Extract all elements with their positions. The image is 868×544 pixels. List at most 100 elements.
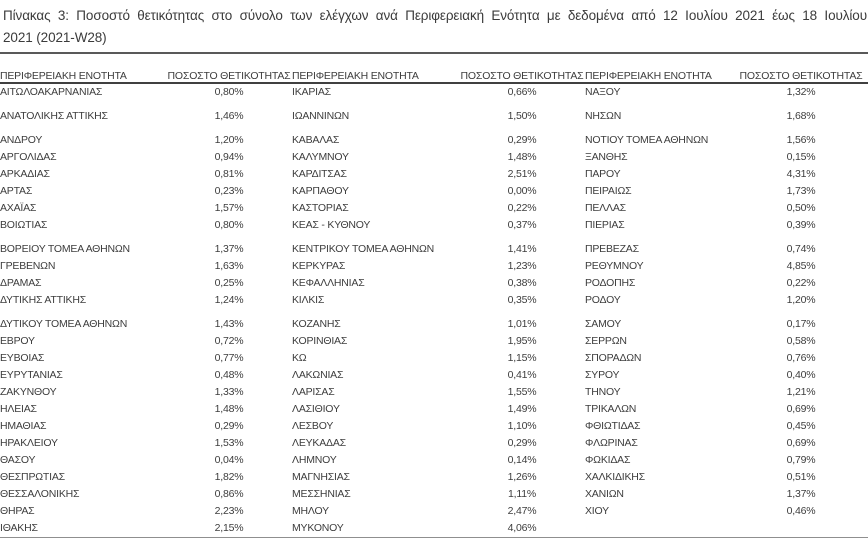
regional-unit-cell: ΛΕΥΚΑΔΑΣ bbox=[292, 437, 346, 449]
positivity-rate-cell: 0,77% bbox=[214, 352, 244, 364]
regional-unit-cell: ΔΥΤΙΚΗΣ ΑΤΤΙΚΗΣ bbox=[0, 294, 87, 306]
regional-unit-cell: ΛΗΜΝΟΥ bbox=[292, 454, 337, 466]
table-row: ΕΥΒΟΙΑΣ 0,77% ΚΩ 1,15% ΣΠΟΡΑΔΩΝ 0,76% bbox=[0, 350, 868, 367]
regional-unit-cell: ΤΡΙΚΑΛΩΝ bbox=[585, 403, 637, 415]
header-positivity-rate-1: ΠΟΣΟΣΤΟ ΘΕΤΙΚΟΤΗΤΑΣ bbox=[166, 53, 292, 84]
regional-unit-cell: ΠΙΕΡΙΑΣ bbox=[585, 219, 625, 231]
regional-unit-cell bbox=[585, 520, 734, 538]
table-row: ΗΡΑΚΛΕΙΟΥ 1,53% ΛΕΥΚΑΔΑΣ 0,29% ΦΛΩΡΙΝΑΣ … bbox=[0, 435, 868, 452]
positivity-rate-cell: 1,57% bbox=[214, 202, 244, 214]
positivity-rate-cell: 0,81% bbox=[214, 168, 244, 180]
regional-unit-cell: ΑΝΔΡΟΥ bbox=[0, 134, 43, 146]
regional-unit-cell: ΣΥΡΟΥ bbox=[585, 369, 620, 381]
positivity-rate-cell: 1,55% bbox=[507, 386, 537, 398]
regional-unit-cell: ΣΠΟΡΑΔΩΝ bbox=[585, 352, 642, 364]
positivity-rate-cell: 1,48% bbox=[507, 151, 537, 163]
positivity-rate-cell: 1,32% bbox=[786, 86, 816, 98]
table-row: ΓΡΕΒΕΝΩΝ 1,63% ΚΕΡΚΥΡΑΣ 1,23% ΡΕΘΥΜΝΟΥ 4… bbox=[0, 258, 868, 275]
positivity-rate-cell: 0,17% bbox=[786, 318, 816, 330]
positivity-rate-cell: 0,15% bbox=[786, 151, 816, 163]
table-row: ΗΜΑΘΙΑΣ 0,29% ΛΕΣΒΟΥ 1,10% ΦΘΙΩΤΙΔΑΣ 0,4… bbox=[0, 418, 868, 435]
regional-unit-cell: ΕΒΡΟΥ bbox=[0, 335, 35, 347]
regional-unit-cell: ΑΙΤΩΛΟΑΚΑΡΝΑΝΙΑΣ bbox=[0, 86, 103, 98]
positivity-rate-cell: 0,48% bbox=[214, 369, 244, 381]
regional-unit-cell: ΜΑΓΝΗΣΙΑΣ bbox=[292, 471, 350, 483]
positivity-rate-cell: 1,24% bbox=[214, 294, 244, 306]
regional-unit-cell: ΘΑΣΟΥ bbox=[0, 454, 36, 466]
regional-unit-cell: ΞΑΝΘΗΣ bbox=[585, 151, 628, 163]
positivity-rate-cell: 1,48% bbox=[214, 403, 244, 415]
positivity-rate-cell: 0,79% bbox=[786, 454, 816, 466]
table-row: ΑΡΚΑΔΙΑΣ 0,81% ΚΑΡΔΙΤΣΑΣ 2,51% ΠΑΡΟΥ 4,3… bbox=[0, 166, 868, 183]
table-caption: Πίνακας 3: Ποσοστό θετικότητας στο σύνολ… bbox=[0, 0, 868, 49]
positivity-rate-cell: 1,37% bbox=[214, 243, 244, 255]
regional-unit-cell: ΗΛΕΙΑΣ bbox=[0, 403, 37, 415]
positivity-rate-cell: 0,69% bbox=[786, 403, 816, 415]
regional-unit-cell: ΚΕΡΚΥΡΑΣ bbox=[292, 260, 346, 272]
table-row: ΗΛΕΙΑΣ 1,48% ΛΑΣΙΘΙΟΥ 1,49% ΤΡΙΚΑΛΩΝ 0,6… bbox=[0, 401, 868, 418]
regional-unit-cell: ΦΘΙΩΤΙΔΑΣ bbox=[585, 420, 641, 432]
table-row: ΔΡΑΜΑΣ 0,25% ΚΕΦΑΛΛΗΝΙΑΣ 0,38% ΡΟΔΟΠΗΣ 0… bbox=[0, 275, 868, 292]
regional-unit-cell: ΣΕΡΡΩΝ bbox=[585, 335, 627, 347]
regional-unit-cell: ΡΕΘΥΜΝΟΥ bbox=[585, 260, 644, 272]
positivity-rate-cell: 4,85% bbox=[786, 260, 816, 272]
regional-unit-cell: ΘΕΣΠΡΩΤΙΑΣ bbox=[0, 471, 65, 483]
regional-unit-cell: ΧΑΛΚΙΔΙΚΗΣ bbox=[585, 471, 645, 483]
regional-unit-cell: ΚΕΦΑΛΛΗΝΙΑΣ bbox=[292, 277, 365, 289]
regional-unit-cell: ΚΑΡΠΑΘΟΥ bbox=[292, 185, 349, 197]
regional-unit-cell: ΤΗΝΟΥ bbox=[585, 386, 621, 398]
positivity-rate-cell: 0,94% bbox=[214, 151, 244, 163]
table-row: ΕΒΡΟΥ 0,72% ΚΟΡΙΝΘΙΑΣ 1,95% ΣΕΡΡΩΝ 0,58% bbox=[0, 333, 868, 350]
regional-unit-cell: ΡΟΔΟΠΗΣ bbox=[585, 277, 636, 289]
positivity-rate-cell: 0,29% bbox=[507, 437, 537, 449]
regional-unit-cell: ΙΚΑΡΙΑΣ bbox=[292, 86, 331, 98]
positivity-rate-cell: 0,46% bbox=[786, 505, 816, 517]
table-header-row: ΠΕΡΙΦΕΡΕΙΑΚΗ ΕΝΟΤΗΤΑ ΠΟΣΟΣΤΟ ΘΕΤΙΚΟΤΗΤΑΣ… bbox=[0, 53, 868, 84]
positivity-rate-cell: 1,10% bbox=[507, 420, 537, 432]
positivity-rate-cell: 1,53% bbox=[214, 437, 244, 449]
regional-unit-cell: ΠΑΡΟΥ bbox=[585, 168, 621, 180]
regional-unit-cell: ΡΟΔΟΥ bbox=[585, 294, 621, 306]
regional-unit-cell: ΙΩΑΝΝΙΝΩΝ bbox=[292, 110, 350, 122]
regional-unit-cell: ΠΕΙΡΑΙΩΣ bbox=[585, 185, 632, 197]
positivity-table: ΠΕΡΙΦΕΡΕΙΑΚΗ ΕΝΟΤΗΤΑ ΠΟΣΟΣΤΟ ΘΕΤΙΚΟΤΗΤΑΣ… bbox=[0, 52, 868, 538]
regional-unit-cell: ΚΑΒΑΛΑΣ bbox=[292, 134, 340, 146]
table-row: ΔΥΤΙΚΗΣ ΑΤΤΙΚΗΣ 1,24% ΚΙΛΚΙΣ 0,35% ΡΟΔΟΥ… bbox=[0, 292, 868, 316]
regional-unit-cell: ΠΕΛΛΑΣ bbox=[585, 202, 626, 214]
positivity-rate-cell: 0,40% bbox=[786, 369, 816, 381]
regional-unit-cell: ΧΑΝΙΩΝ bbox=[585, 488, 624, 500]
regional-unit-cell: ΠΡΕΒΕΖΑΣ bbox=[585, 243, 639, 255]
regional-unit-cell: ΚΑΡΔΙΤΣΑΣ bbox=[292, 168, 347, 180]
table-row: ΒΟΙΩΤΙΑΣ 0,80% ΚΕΑΣ - ΚΥΘΝΟΥ 0,37% ΠΙΕΡΙ… bbox=[0, 217, 868, 241]
regional-unit-cell: ΛΕΣΒΟΥ bbox=[292, 420, 334, 432]
positivity-rate-cell: 2,15% bbox=[214, 522, 244, 534]
regional-unit-cell: ΝΑΞΟΥ bbox=[585, 86, 621, 98]
positivity-rate-cell: 0,58% bbox=[786, 335, 816, 347]
positivity-rate-cell: 0,39% bbox=[786, 219, 816, 231]
regional-unit-cell: ΑΧΑΪΑΣ bbox=[0, 202, 37, 214]
positivity-rate-cell: 0,69% bbox=[786, 437, 816, 449]
positivity-rate-cell: 1,49% bbox=[507, 403, 537, 415]
positivity-rate-cell: 1,15% bbox=[507, 352, 537, 364]
regional-unit-cell: ΙΘΑΚΗΣ bbox=[0, 522, 38, 534]
regional-unit-cell: ΚΕΑΣ - ΚΥΘΝΟΥ bbox=[292, 219, 371, 231]
table-row: ΑΝΑΤΟΛΙΚΗΣ ΑΤΤΙΚΗΣ 1,46% ΙΩΑΝΝΙΝΩΝ 1,50%… bbox=[0, 108, 868, 132]
positivity-rate-cell: 0,00% bbox=[507, 185, 537, 197]
table-caption-line1: Πίνακας 3: Ποσοστό θετικότητας στο σύνολ… bbox=[3, 8, 867, 23]
regional-unit-cell: ΘΕΣΣΑΛΟΝΙΚΗΣ bbox=[0, 488, 80, 500]
positivity-rate-cell: 4,06% bbox=[507, 522, 537, 534]
positivity-rate-cell: 0,35% bbox=[507, 294, 537, 306]
regional-unit-cell: ΛΑΚΩΝΙΑΣ bbox=[292, 369, 344, 381]
positivity-rate-cell: 1,23% bbox=[507, 260, 537, 272]
table-row: ΑΙΤΩΛΟΑΚΑΡΝΑΝΙΑΣ 0,80% ΙΚΑΡΙΑΣ 0,66% ΝΑΞ… bbox=[0, 83, 868, 108]
positivity-rate-cell: 1,20% bbox=[214, 134, 244, 146]
positivity-rate-cell: 0,51% bbox=[786, 471, 816, 483]
positivity-rate-cell: 4,31% bbox=[786, 168, 816, 180]
header-positivity-rate-3: ΠΟΣΟΣΤΟ ΘΕΤΙΚΟΤΗΤΑΣ bbox=[734, 53, 868, 84]
positivity-rate-cell: 0,80% bbox=[214, 219, 244, 231]
positivity-rate-cell: 2,23% bbox=[214, 505, 244, 517]
regional-unit-cell: ΑΡΤΑΣ bbox=[0, 185, 33, 197]
positivity-rate-cell: 0,29% bbox=[507, 134, 537, 146]
regional-unit-cell: ΑΡΓΟΛΙΔΑΣ bbox=[0, 151, 57, 163]
